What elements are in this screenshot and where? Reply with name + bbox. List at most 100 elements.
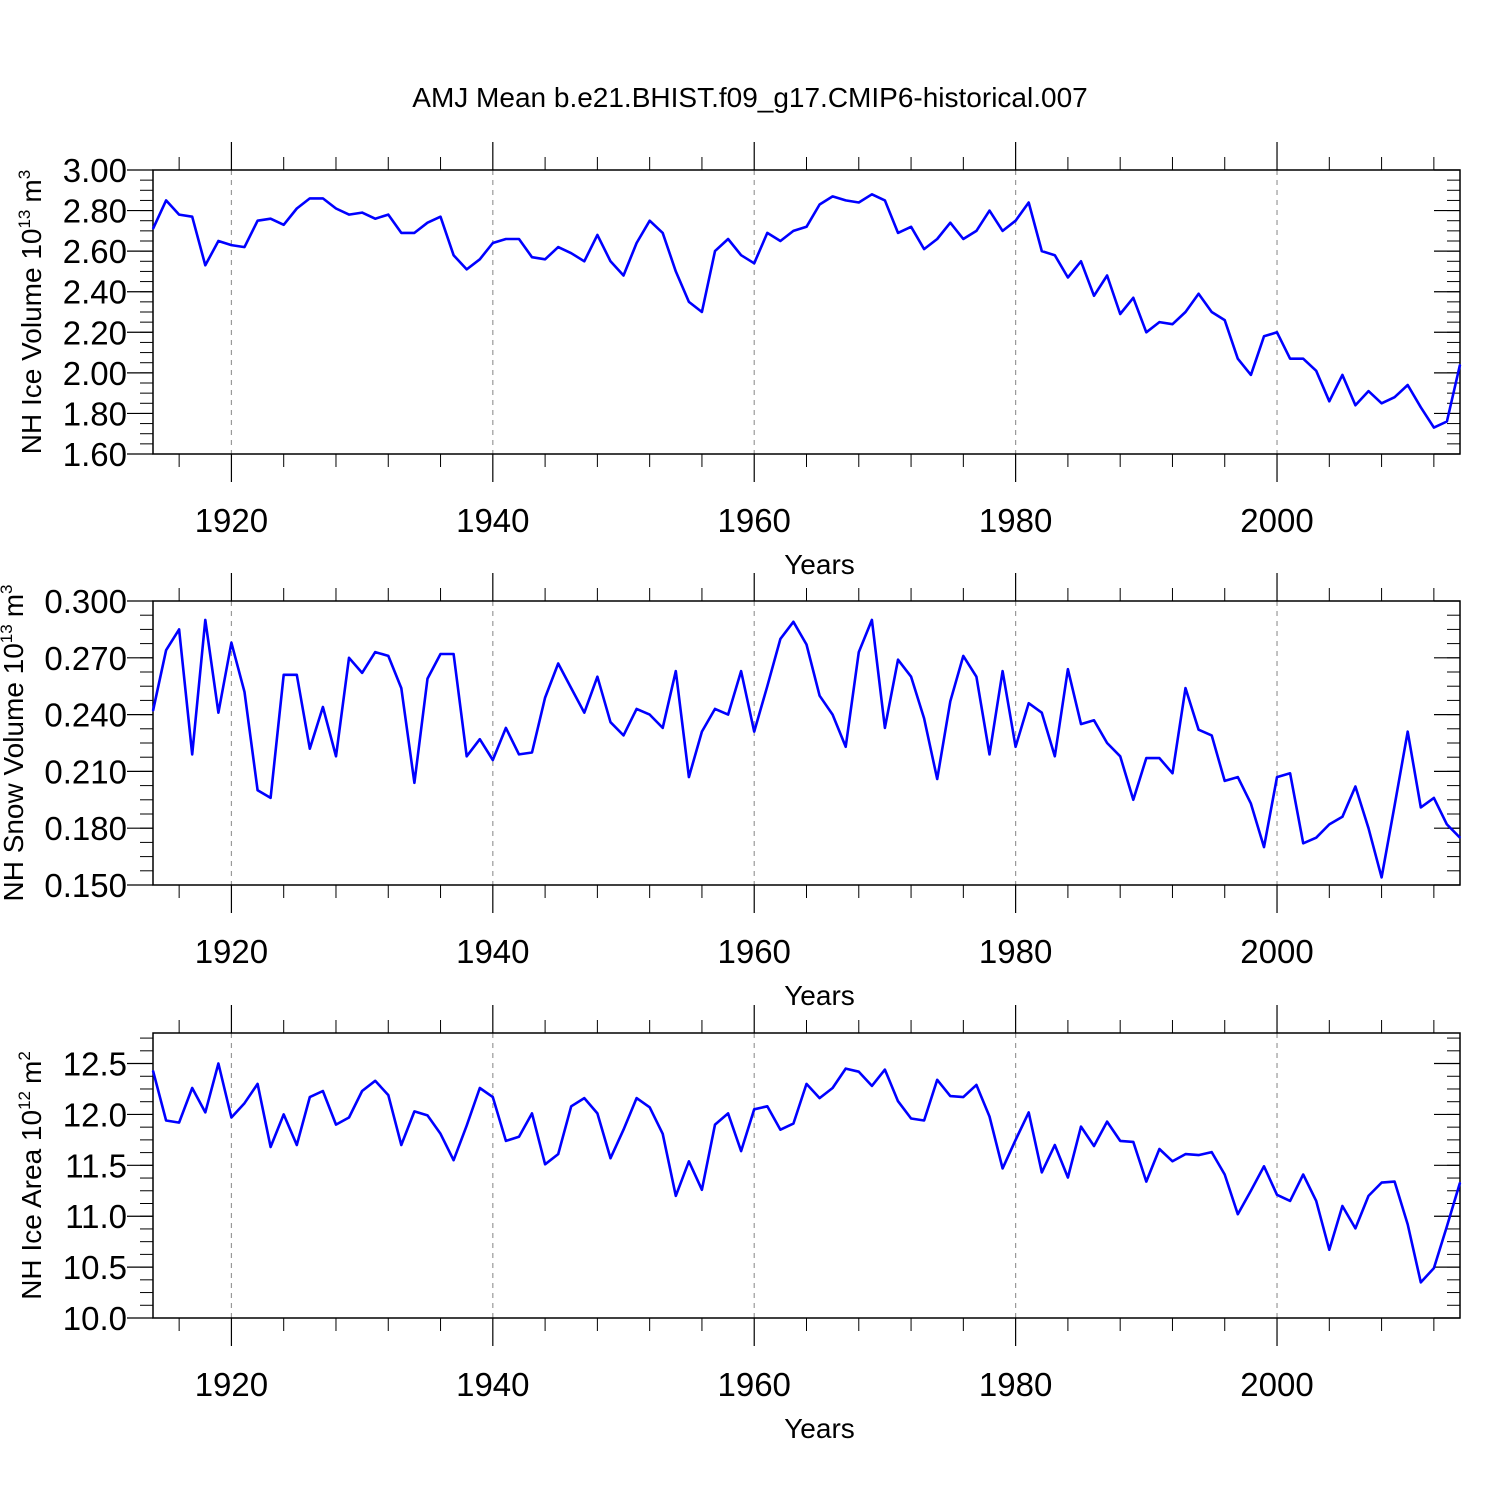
data-point (361, 672, 363, 674)
data-point (1040, 711, 1043, 714)
data-point (505, 727, 507, 729)
data-point (1184, 687, 1187, 689)
data-series-line (151, 1062, 1462, 1284)
data-point (478, 738, 481, 741)
data-point (1184, 311, 1187, 313)
data-point (1027, 201, 1030, 204)
data-point (1027, 1111, 1030, 1114)
data-point (1459, 836, 1461, 839)
data-point (335, 207, 337, 210)
data-point (1145, 1180, 1148, 1183)
data-point (975, 675, 978, 678)
data-point (910, 226, 912, 228)
data-point (1054, 755, 1056, 758)
data-point (727, 238, 729, 240)
data-point (1263, 1165, 1265, 1168)
data-point (792, 1122, 795, 1125)
data-point (1119, 313, 1121, 315)
data-point (1014, 1139, 1017, 1141)
data-point (256, 219, 259, 222)
data-point (753, 730, 756, 733)
data-point (361, 211, 363, 214)
data-point (1367, 1195, 1370, 1197)
data-point (779, 1128, 782, 1131)
data-series-line (151, 193, 1462, 429)
data-point (1171, 772, 1174, 775)
data-point (962, 1096, 965, 1098)
data-point (1237, 776, 1239, 778)
data-point (178, 628, 180, 631)
data-point (1341, 1205, 1344, 1207)
data-point (648, 713, 651, 716)
data-point (570, 252, 573, 254)
x-tick-label: 2000 (1240, 933, 1313, 970)
data-point (688, 1160, 690, 1163)
data-point (1119, 1140, 1121, 1142)
data-point (269, 1146, 272, 1148)
data-point (596, 234, 599, 236)
figure-title: AMJ Mean b.e21.BHIST.f09_g17.CMIP6-histo… (412, 82, 1087, 113)
data-point (596, 675, 599, 678)
y-tick-label: 1.80 (63, 395, 127, 432)
data-point (583, 1097, 586, 1099)
y-tick-label: 10.5 (63, 1249, 127, 1286)
data-point (622, 274, 625, 277)
data-point (688, 776, 690, 778)
data-point (1158, 757, 1161, 759)
data-point (857, 1070, 860, 1073)
data-point (753, 1108, 756, 1111)
data-point (348, 213, 350, 216)
data-point (988, 209, 991, 212)
data-point (1119, 755, 1121, 758)
data-point (204, 264, 207, 267)
data-point (1171, 323, 1174, 325)
data-point (1106, 742, 1108, 744)
data-point (1459, 363, 1461, 366)
data-point (1328, 823, 1331, 826)
data-point (544, 1163, 546, 1166)
data-point (1315, 370, 1318, 372)
data-point (818, 203, 821, 206)
data-point (1210, 734, 1213, 737)
data-point (727, 713, 729, 716)
data-point (910, 675, 912, 678)
y-axis-title-unit: m (16, 1061, 47, 1084)
data-point (191, 1087, 194, 1089)
data-point (557, 1153, 559, 1155)
data-point (949, 221, 952, 224)
data-point (661, 232, 664, 234)
data-point (387, 1094, 390, 1096)
data-point (805, 226, 808, 228)
data-point (792, 230, 795, 232)
data-point (230, 1116, 233, 1119)
y-tick-label: 11.0 (65, 1198, 127, 1235)
y-tick-label: 0.150 (44, 867, 127, 904)
data-point (309, 1096, 311, 1098)
data-point (439, 653, 442, 655)
data-point (988, 1115, 991, 1118)
data-point (884, 727, 886, 729)
data-point (413, 232, 416, 234)
data-point (766, 685, 769, 687)
data-point (936, 238, 938, 240)
x-tick-label: 1960 (718, 502, 791, 539)
data-point (531, 256, 533, 259)
data-point (361, 1090, 363, 1092)
data-point (1302, 842, 1304, 845)
x-tick-label: 1980 (979, 502, 1052, 539)
data-point (923, 1119, 925, 1122)
data-point (230, 641, 233, 644)
plot-frame (152, 1032, 1461, 1319)
data-point (701, 730, 703, 733)
data-point (818, 1097, 821, 1099)
data-point (1419, 406, 1422, 409)
data-point (1406, 730, 1409, 733)
data-point (1302, 1173, 1304, 1176)
data-point (165, 649, 167, 652)
y-tick-label: 0.180 (44, 810, 127, 847)
data-point (452, 254, 455, 256)
data-point (1054, 254, 1056, 256)
data-point (204, 619, 207, 621)
